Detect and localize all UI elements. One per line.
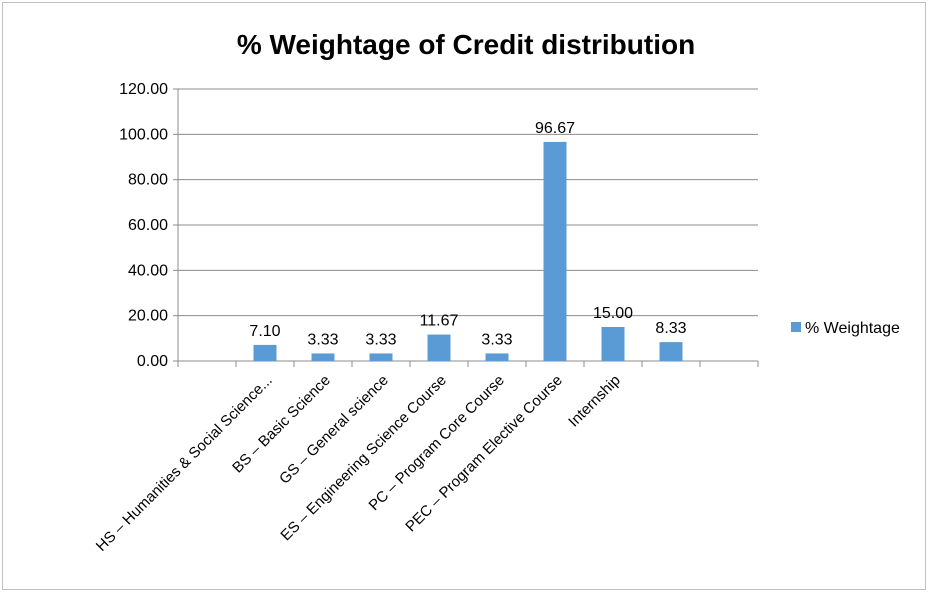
bar: [311, 353, 335, 361]
chart-title: % Weightage of Credit distribution: [237, 29, 695, 60]
data-label: 8.33: [655, 320, 686, 337]
data-label: 3.33: [365, 331, 396, 348]
bar: [543, 141, 567, 361]
x-tick-label: GS – General science: [276, 372, 392, 488]
bar: [601, 327, 625, 361]
x-tick-label: Internship: [565, 372, 624, 431]
data-label: 96.67: [535, 120, 575, 137]
legend-swatch: [791, 322, 801, 332]
data-label: 3.33: [481, 331, 512, 348]
y-tick-label: 80.00: [128, 172, 168, 189]
data-label: 7.10: [249, 323, 280, 340]
data-label: 15.00: [593, 305, 633, 322]
x-tick-label: BS – Basic Science: [229, 372, 334, 477]
y-tick-label: 40.00: [128, 262, 168, 279]
bar: [659, 342, 683, 361]
bar: [485, 353, 509, 361]
y-tick-label: 100.00: [119, 126, 168, 143]
bar: [427, 334, 451, 361]
y-tick-label: 60.00: [128, 217, 168, 234]
bar: [253, 344, 277, 361]
legend-label: % Weightage: [805, 320, 900, 337]
y-tick-label: 0.00: [137, 353, 168, 370]
bar-chart: % Weightage of Credit distribution 7.10 3…: [93, 29, 900, 555]
y-tick-label: 20.00: [128, 308, 168, 325]
x-tick-labels: HS – Humanities & Social Science...BS – …: [93, 372, 624, 555]
legend: % Weightage: [791, 320, 900, 337]
gridlines: [178, 88, 758, 317]
data-label: 11.67: [420, 313, 459, 330]
y-tick-labels: 0.00 20.00 40.00 60.00 80.00 100.00 120.00: [119, 81, 168, 370]
y-tick-label: 120.00: [119, 81, 168, 98]
bars: [253, 141, 683, 361]
data-labels: 7.10 3.33 3.33 11.67 3.33 96.67 15.00 8.33: [249, 120, 686, 349]
data-label: 3.33: [307, 331, 338, 348]
bar: [369, 353, 393, 361]
